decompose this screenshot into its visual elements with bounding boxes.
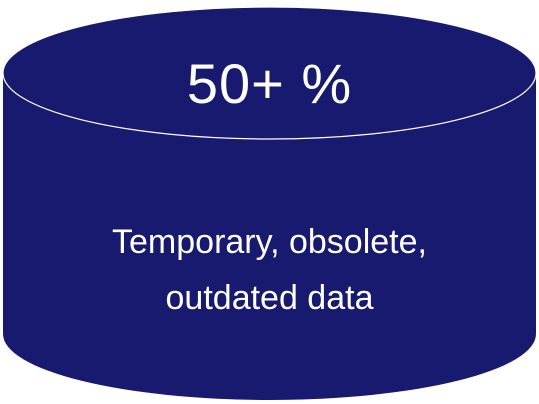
cylinder-body: [3, 73, 536, 400]
description-line-2: outdated data: [165, 279, 374, 317]
percentage-value: 50+ %: [186, 52, 353, 115]
cylinder-top: [2, 6, 537, 140]
description-line-1: Temporary, obsolete,: [112, 223, 427, 261]
data-description: Temporary, obsolete, outdated data: [0, 214, 539, 326]
